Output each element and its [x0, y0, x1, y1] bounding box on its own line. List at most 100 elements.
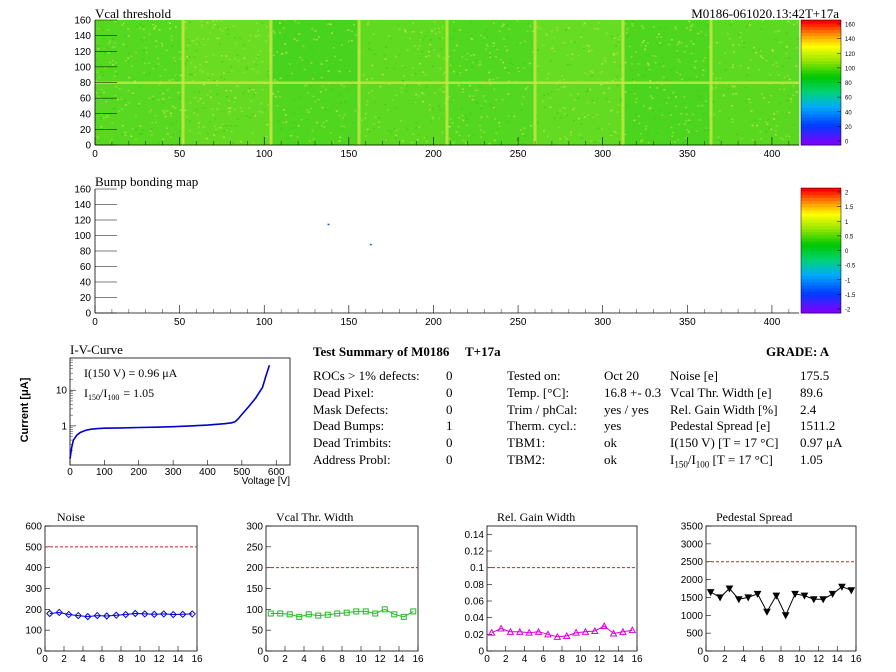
- vcal-pixel: [127, 61, 130, 64]
- vcal-pixel: [474, 61, 477, 64]
- vcal-pixel: [466, 31, 469, 34]
- bump-color-tick-label: 0.5: [845, 234, 854, 240]
- vcal-pixel: [732, 44, 735, 46]
- noise-y-tick-label: 0: [36, 647, 42, 658]
- vcal-pixel: [785, 52, 788, 55]
- vcal-pixel: [327, 23, 330, 25]
- vcal-x-tick-label: 0: [92, 149, 98, 160]
- vcal-pixel: [150, 133, 153, 136]
- vcal-pixel: [452, 142, 455, 145]
- vcal-pixel: [266, 26, 269, 28]
- vcal-pixel: [592, 114, 595, 117]
- ped-data-point: [800, 592, 809, 600]
- vcal-pixel: [97, 137, 100, 139]
- vcal-pixel: [776, 65, 779, 68]
- vcal-pixel: [100, 25, 103, 28]
- vcal-pixel: [549, 59, 552, 62]
- vcal-pixel: [258, 111, 261, 113]
- vcal-pixel: [199, 41, 202, 44]
- vcal-pixel: [226, 28, 229, 30]
- vcal-pixel: [166, 110, 169, 112]
- vcal-color-step: [801, 73, 841, 77]
- vcal-pixel: [796, 21, 799, 24]
- vcal-pixel: [308, 140, 311, 142]
- vcal-pixel: [332, 47, 335, 49]
- vcal-pixel: [228, 110, 231, 113]
- vcal-pixel: [104, 52, 107, 54]
- vcal-pixel: [220, 126, 223, 129]
- iv-x-tick-label: 0: [67, 467, 73, 478]
- vcal-pixel: [385, 67, 388, 69]
- vcal-pixel: [138, 86, 141, 88]
- vcal-pixel: [732, 86, 735, 88]
- ped-y-tick-label: 500: [686, 629, 703, 640]
- vcal-pixel: [492, 104, 495, 107]
- gain-x-tick-label: 16: [631, 654, 643, 665]
- vcal-pixel: [199, 64, 202, 66]
- vcal-color-tick-label: 0: [845, 140, 849, 146]
- vcal-pixel: [610, 134, 613, 136]
- vcal-pixel: [783, 76, 786, 79]
- vcal-pixel: [490, 106, 493, 109]
- vcal-pixel: [192, 40, 195, 42]
- vcalw-data-point: [267, 610, 274, 617]
- vcal-pixel: [247, 90, 250, 93]
- vcal-pixel: [591, 99, 594, 102]
- vcal-pixel: [148, 33, 151, 35]
- vcal-pixel: [384, 46, 387, 49]
- vcal-pixel: [553, 50, 556, 52]
- vcal-pixel: [485, 80, 488, 83]
- vcal-pixel: [730, 104, 733, 107]
- vcal-pixel: [278, 95, 281, 98]
- vcal-pixel: [252, 142, 255, 144]
- vcal-color-step: [801, 138, 841, 143]
- vcal-pixel: [325, 59, 328, 62]
- vcal-pixel: [147, 20, 150, 23]
- bump-color-step: [801, 241, 841, 245]
- vcal-pixel: [792, 94, 795, 96]
- vcal-pixel: [631, 20, 634, 23]
- vcal-pixel: [311, 49, 314, 52]
- vcal-pixel: [300, 118, 303, 121]
- vcal-pixel: [278, 119, 281, 122]
- vcal-pixel: [280, 24, 283, 27]
- vcal-pixel: [739, 64, 742, 67]
- vcal-pixel: [765, 59, 768, 62]
- vcal-pixel: [260, 102, 263, 105]
- vcal-pixel: [215, 129, 218, 131]
- vcal-pixel: [200, 26, 203, 29]
- vcal-pixel: [95, 92, 98, 94]
- vcal-pixel: [493, 45, 496, 47]
- vcal-pixel: [523, 40, 526, 43]
- vcal-pixel: [223, 78, 226, 80]
- vcal-pixel: [171, 78, 174, 81]
- vcal-pixel: [479, 129, 482, 131]
- vcal-pixel: [248, 117, 251, 119]
- gain-data-point: [590, 626, 599, 634]
- vcal-pixel: [619, 78, 622, 81]
- vcal-pixel: [228, 58, 231, 61]
- vcal-pixel: [551, 47, 554, 49]
- vcal-pixel: [290, 135, 293, 137]
- vcal-pixel: [470, 35, 473, 37]
- vcal-pixel: [553, 36, 556, 39]
- vcal-pixel: [102, 38, 105, 40]
- vcal-pixel: [613, 131, 616, 133]
- vcal-pixel: [280, 52, 283, 55]
- vcal-pixel: [546, 135, 549, 138]
- vcal-pixel: [424, 35, 427, 37]
- vcal-pixel: [374, 101, 377, 104]
- gain-x-tick-label: 10: [575, 654, 587, 665]
- vcal-pixel: [226, 33, 229, 35]
- vcal-pixel: [195, 43, 198, 45]
- vcal-pixel: [494, 46, 497, 48]
- vcal-pixel: [616, 34, 619, 36]
- vcal-color-step: [801, 54, 841, 58]
- vcal-pixel: [711, 72, 714, 75]
- vcal-pixel: [127, 89, 130, 92]
- vcal-pixel: [590, 49, 593, 52]
- vcal-pixel: [166, 133, 169, 135]
- noise-y-tick-label: 100: [25, 626, 42, 637]
- vcal-pixel: [385, 139, 388, 141]
- vcal-pixel: [394, 107, 397, 110]
